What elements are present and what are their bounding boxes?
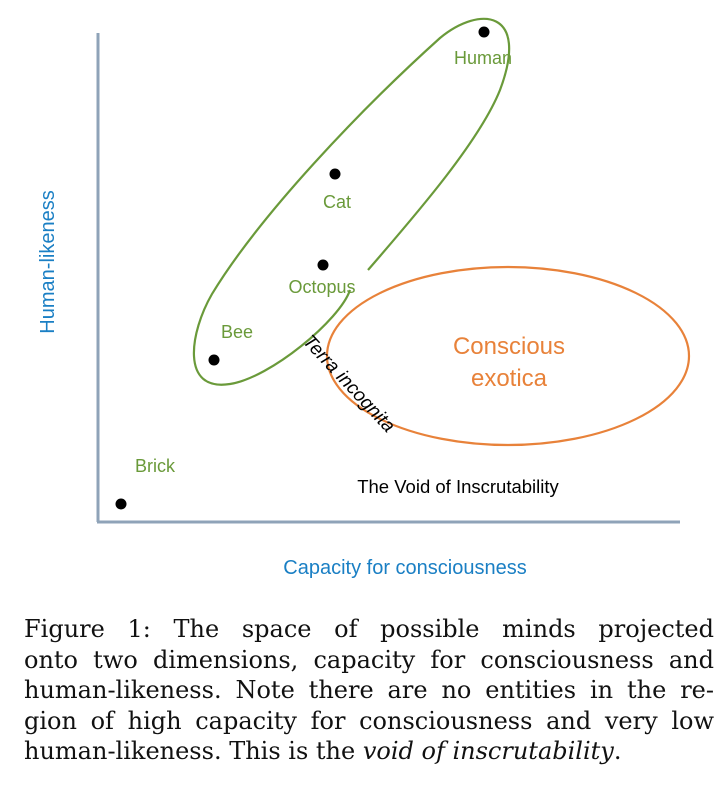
brick-label: Brick <box>135 456 176 476</box>
void-of-inscrutability-label: The Void of Inscrutability <box>357 476 559 497</box>
figure-caption: Figure 1: The space of possible minds pr… <box>24 614 714 767</box>
y-axis-label: Human-likeness <box>37 190 59 333</box>
conscious-exotica-label-line1: Conscious <box>453 333 565 360</box>
caption-emphasis-void: void of inscrutability <box>362 737 614 765</box>
caption-line-5-suffix: . <box>613 737 622 765</box>
cat-label: Cat <box>323 192 351 212</box>
human-point <box>478 26 490 38</box>
caption-line-3: human-likeness. Note there are no entiti… <box>24 676 714 704</box>
terra-incognita-label: Terra incognita <box>298 331 399 437</box>
octopus-label: Octopus <box>288 277 355 297</box>
caption-line-1: Figure 1: The space of possible minds pr… <box>24 615 714 643</box>
x-axis-label: Capacity for consciousness <box>283 557 526 579</box>
bee-label: Bee <box>221 322 253 342</box>
conscious-exotica-region <box>325 265 691 447</box>
octopus-point <box>317 259 329 271</box>
cat-point <box>329 168 341 180</box>
bee-point <box>208 354 220 366</box>
caption-line-5: human-likeness. This is the void of insc… <box>24 736 714 767</box>
caption-line-4: gion of high capacity for consciousness … <box>24 706 714 735</box>
brick-point <box>115 498 127 510</box>
conscious-exotica-label-line2: exotica <box>471 365 548 392</box>
caption-line-5-prefix: human-likeness. This is the <box>24 737 363 765</box>
figure-1-diagram: Human-likeness Capacity for consciousnes… <box>37 17 691 579</box>
human-like-region-outline <box>192 17 511 386</box>
caption-line-2: onto two dimensions, capacity for consci… <box>24 645 714 674</box>
human-label: Human <box>454 48 512 68</box>
